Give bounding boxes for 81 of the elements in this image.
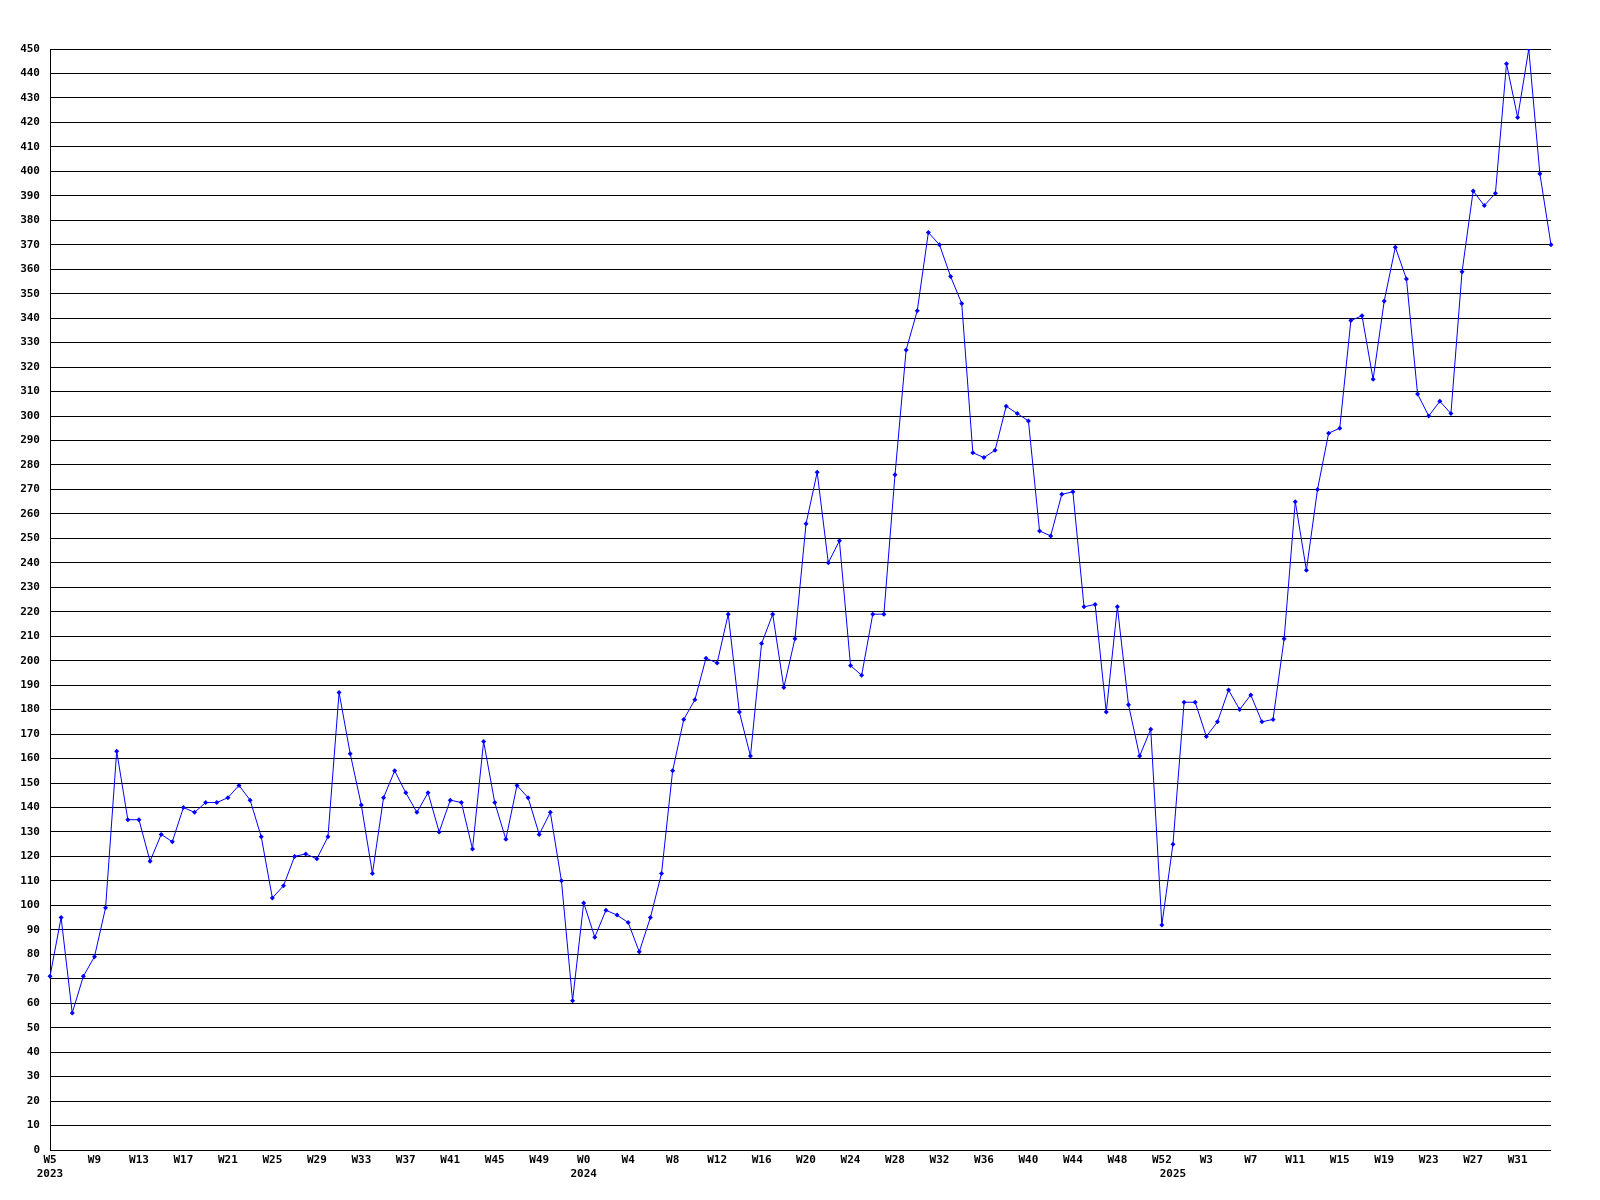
x-tick-label: W28 [885,1153,905,1167]
y-tick-label: 250 [20,531,40,545]
x-tick-label: W52 [1151,1153,1172,1167]
y-tick-label: 440 [20,66,40,80]
y-tick-label: 160 [20,751,40,765]
y-tick-label: 290 [20,433,40,447]
x-tick-label: W4 [621,1153,636,1167]
y-tick-label: 310 [20,384,40,398]
y-tick-label: 420 [20,115,40,129]
x-tick-label: W29 [306,1153,327,1167]
x-tick-label: W11 [1285,1153,1306,1167]
y-tick-label: 210 [20,629,40,643]
y-tick-label: 400 [20,164,40,178]
x-tick-label: W37 [395,1153,416,1167]
y-tick-label: 0 [33,1142,40,1156]
y-tick-label: 180 [20,702,40,716]
y-tick-label: 430 [20,90,40,104]
y-tick-label: 340 [20,310,40,324]
y-tick-label: 320 [20,359,40,373]
y-tick-label: 360 [20,262,40,276]
y-tick-label: 450 [20,41,40,55]
y-tick-label: 140 [20,800,40,814]
y-tick-label: 90 [26,922,40,936]
y-tick-label: 300 [20,408,40,422]
x-tick-label: W3 [1199,1153,1213,1167]
y-tick-label: 130 [20,824,40,838]
x-tick-label: W15 [1329,1153,1350,1167]
x-tick-label: W7 [1244,1153,1258,1167]
x-tick-label: W32 [929,1153,950,1167]
y-tick-label: 240 [20,555,40,569]
x-tick-label: W13 [129,1153,149,1167]
x-tick-label: W25 [262,1153,283,1167]
y-tick-label: 350 [20,286,40,300]
y-tick-label: 70 [26,971,40,985]
x-tick-label: W24 [840,1153,861,1167]
x-tick-label: W5 2023 [36,1153,64,1180]
y-tick-label: 170 [20,726,40,740]
y-tick-label: 270 [20,482,40,496]
y-tick-label: 80 [26,947,40,961]
y-tick-label: 410 [20,139,40,153]
y-tick-label: 120 [20,849,40,863]
x-tick-label: W0 2024 [570,1153,598,1180]
y-tick-label: 100 [20,898,40,912]
y-tick-label: 220 [20,604,40,618]
x-tick-label: W45 [484,1153,505,1167]
y-tick-label: 50 [26,1020,40,1034]
x-tick-label: W16 [751,1153,772,1167]
y-tick-label: 60 [26,996,40,1010]
x-tick-label: W17 [173,1153,194,1167]
x-tick-label: W8 [666,1153,680,1167]
y-tick-label: 20 [26,1093,40,1107]
x-tick-label: W27 [1463,1153,1484,1167]
x-tick-label: W33 [351,1153,372,1167]
x-tick-label: W48 [1107,1153,1128,1167]
x-tick-label: W49 [529,1153,550,1167]
x-tick-label: W31 [1507,1153,1528,1167]
x-tick-label: W20 [796,1153,816,1167]
x-tick-label: W21 [217,1153,239,1167]
x-tick-label: W23 [1418,1153,1439,1167]
y-tick-label: 150 [20,775,40,789]
y-tick-label: 390 [20,188,40,202]
y-tick-label: 370 [20,237,40,251]
y-tick-label: 190 [20,677,40,691]
x-tick-label: W44 [1062,1153,1084,1167]
y-tick-label: 10 [26,1118,40,1132]
x-tick-label: W12 [707,1153,728,1167]
x-tick-label: W19 [1374,1153,1395,1167]
x-tick-label: 2025 [1159,1166,1187,1180]
y-tick-label: 110 [20,873,40,887]
y-tick-label: 260 [20,506,40,520]
y-tick-label: 330 [20,335,40,349]
y-tick-label: 40 [26,1044,40,1058]
y-tick-label: 380 [20,213,40,227]
y-tick-label: 280 [20,457,40,471]
x-tick-label: W9 [87,1153,102,1167]
x-tick-label: W40 [1018,1153,1039,1167]
y-tick-label: 30 [26,1069,40,1083]
x-tick-label: W36 [974,1153,995,1167]
x-tick-label: W41 [440,1153,461,1167]
y-tick-label: 230 [20,580,40,594]
y-tick-label: 200 [20,653,40,667]
